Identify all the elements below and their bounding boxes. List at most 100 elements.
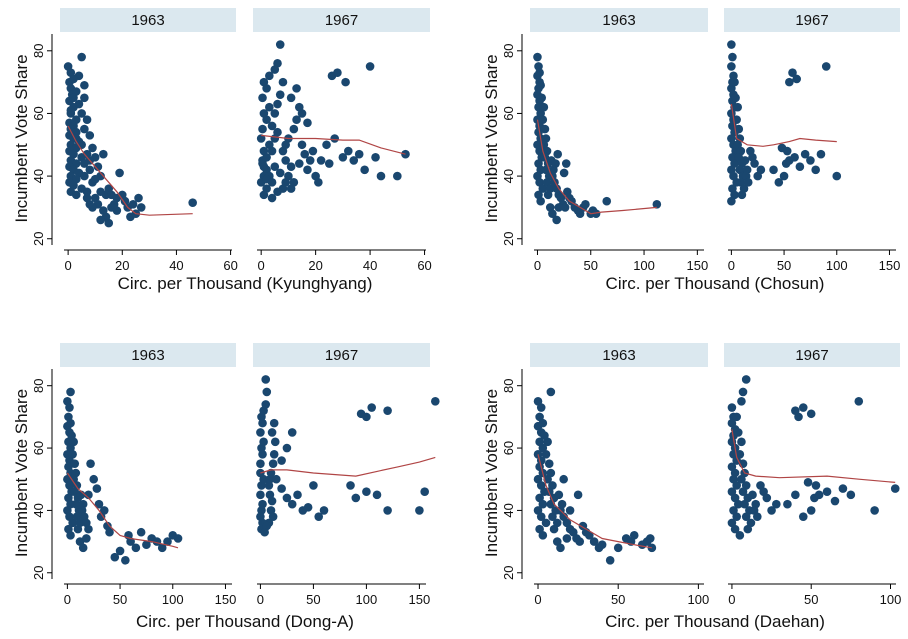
data-point	[737, 474, 746, 484]
data-point	[287, 499, 297, 509]
data-point	[267, 496, 277, 506]
facet-title: 1967	[325, 347, 358, 364]
data-point	[752, 512, 762, 521]
x-tick-label: 100	[356, 592, 378, 607]
data-point	[268, 512, 278, 521]
smoothed-trend-line	[261, 134, 406, 155]
y-axis-title: Incumbent Vote Share	[12, 54, 31, 222]
data-point	[300, 149, 310, 159]
data-point	[303, 118, 312, 128]
data-point	[286, 184, 296, 193]
data-point	[297, 140, 307, 150]
data-point	[727, 403, 737, 412]
data-point	[115, 168, 124, 178]
y-axis-title: Incumbent Vote Share	[482, 54, 501, 222]
data-point	[333, 68, 342, 78]
data-point	[273, 99, 282, 109]
data-point	[782, 146, 792, 156]
data-point	[286, 93, 296, 103]
data-point	[536, 403, 546, 412]
x-tick-label: 40	[363, 258, 377, 273]
panel-1963: 1963 0 50 100 150	[530, 8, 708, 273]
data-point	[730, 77, 739, 87]
panel-1963: 1963 0 20 40 60	[60, 8, 238, 273]
data-point	[792, 74, 802, 84]
data-point	[791, 406, 800, 415]
data-point	[188, 198, 197, 208]
data-point	[65, 403, 74, 412]
data-point	[270, 109, 280, 118]
x-tick-label: 50	[611, 592, 625, 607]
y-tick-label: 40	[501, 503, 516, 517]
y-axis-title: Incumbent Vote Share	[482, 389, 501, 557]
smoothed-trend-line	[536, 119, 657, 215]
data-point	[727, 196, 736, 206]
data-point	[767, 506, 776, 515]
data-point	[748, 490, 757, 500]
data-point	[645, 534, 655, 543]
data-point	[795, 162, 805, 171]
data-point	[354, 149, 364, 159]
data-point	[727, 40, 736, 49]
data-point	[365, 62, 375, 71]
smoothed-trend-line	[66, 472, 179, 549]
data-point	[733, 428, 743, 437]
data-point	[816, 149, 826, 159]
data-point	[540, 124, 550, 134]
data-point	[267, 121, 277, 131]
data-point	[267, 146, 277, 156]
x-tick-label: 0	[534, 592, 541, 607]
data-point	[115, 546, 125, 556]
data-point	[142, 540, 151, 550]
data-point	[538, 499, 548, 509]
data-point	[783, 499, 792, 509]
data-point	[256, 490, 265, 500]
x-tick-label: 0	[257, 592, 264, 607]
data-point	[556, 543, 565, 553]
data-point	[338, 152, 348, 162]
x-tick-label: 100	[880, 592, 902, 607]
data-point	[573, 490, 583, 500]
data-point	[309, 481, 318, 490]
data-point	[258, 124, 267, 134]
data-point	[80, 80, 89, 90]
facet-title: 1963	[602, 12, 635, 29]
data-point	[740, 499, 749, 509]
data-point	[84, 490, 93, 500]
data-point	[66, 418, 75, 428]
data-point	[281, 178, 290, 187]
x-tick-label: 0	[64, 592, 71, 607]
data-point	[281, 156, 290, 165]
data-point	[543, 190, 553, 200]
data-point	[420, 487, 430, 497]
data-point	[538, 531, 548, 540]
y-tick-label: 60	[31, 441, 46, 455]
data-point	[297, 109, 307, 118]
data-point	[270, 437, 280, 447]
x-tick-label: 100	[688, 592, 710, 607]
data-point	[737, 396, 746, 406]
data-point	[96, 187, 105, 197]
data-point	[92, 484, 102, 493]
y-axis-title: Incumbent Vote Share	[12, 389, 31, 557]
data-point	[265, 102, 274, 112]
data-point	[741, 512, 751, 521]
data-point	[259, 474, 268, 484]
data-point	[785, 77, 794, 87]
data-point	[756, 165, 766, 175]
data-point	[730, 524, 740, 534]
data-point	[822, 487, 832, 497]
data-point	[344, 146, 353, 156]
panel-1967: 1967 0 50 100 150	[253, 343, 440, 607]
data-point	[371, 152, 380, 162]
data-point	[134, 193, 143, 203]
y-tick-label: 20	[501, 232, 516, 246]
x-axis-title: Circ. per Thousand (Chosun)	[606, 274, 825, 293]
data-point	[308, 146, 318, 156]
data-point	[351, 493, 361, 503]
data-point	[305, 156, 315, 165]
data-point	[71, 190, 81, 200]
